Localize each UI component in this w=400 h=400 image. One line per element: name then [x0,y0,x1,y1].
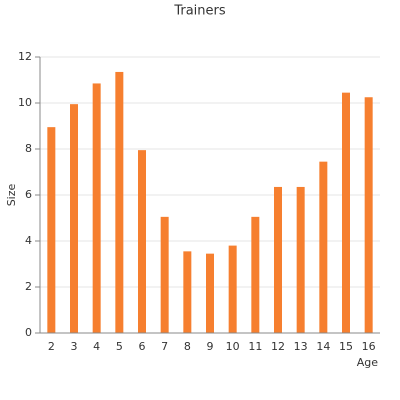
chart-title: Trainers [173,4,226,19]
y-tick-label: 0 [25,326,32,339]
x-tick-label: 14 [316,340,330,353]
bar [183,251,192,333]
x-tick-label: 8 [184,340,191,353]
x-tick-label: 12 [271,340,285,353]
x-tick-label: 11 [248,340,262,353]
bar [206,253,214,333]
bar [115,71,124,333]
x-tick-label: 2 [48,340,55,353]
x-tick-label: 3 [71,340,78,353]
x-tick-label: 13 [294,340,308,353]
bar [364,97,373,333]
x-tick-label: 10 [226,340,240,353]
y-tick-label: 6 [25,188,32,201]
y-tick-label: 8 [25,142,32,155]
bar [251,216,260,333]
bar [274,186,282,333]
x-tick-label: 15 [339,340,353,353]
bar [319,161,328,333]
x-axis-label: Age [357,356,379,369]
y-tick-label: 2 [25,280,32,293]
y-tick-label: 10 [18,96,32,109]
x-tick-label: 5 [116,340,123,353]
bar [160,216,169,333]
bar [92,83,101,333]
bar [342,92,350,334]
y-axis-label: Size [5,183,18,206]
bar [70,104,78,334]
x-tick-label: 4 [93,340,100,353]
bar [296,186,305,333]
x-tick-label: 6 [139,340,146,353]
y-tick-label: 4 [25,234,32,247]
bar [47,127,56,334]
bar [228,245,237,333]
x-tick-label: 7 [161,340,168,353]
bar [138,150,146,333]
y-tick-label: 12 [18,50,32,63]
x-tick-label: 16 [362,340,376,353]
x-tick-label: 9 [207,340,214,353]
